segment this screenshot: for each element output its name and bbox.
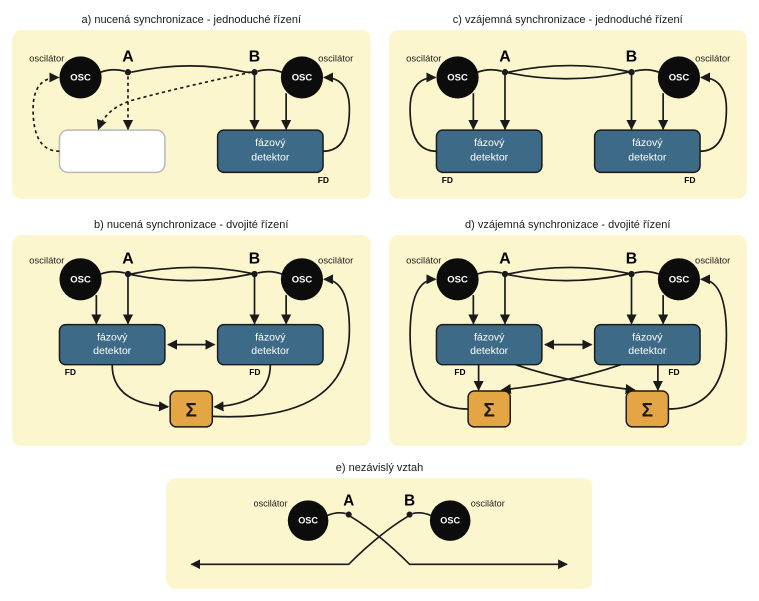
- panel-a-bg: [12, 30, 370, 199]
- b-osc-a-lab: oscilátor: [29, 255, 64, 266]
- c-det-right-l1: fázový: [632, 137, 663, 149]
- panel-d-body: OSC oscilátor A OSC oscilátor B fázový d…: [389, 235, 748, 446]
- node-a-label: A: [122, 49, 133, 66]
- osc-a-label: oscilátor: [29, 54, 64, 65]
- b-fd-left: FD: [65, 367, 76, 377]
- d-det-right-l2: detektor: [628, 345, 667, 357]
- e-node-a: A: [344, 492, 355, 509]
- detector-a-l1: fázový: [255, 137, 286, 149]
- c-osc-a-lab: oscilátor: [406, 54, 441, 65]
- c-osc-b-lab: oscilátor: [695, 54, 730, 65]
- c-fd-right: FD: [684, 175, 695, 185]
- c-det-left-l2: detektor: [470, 152, 509, 164]
- c-node-b: B: [625, 49, 636, 66]
- b-osc-a-text: OSC: [70, 274, 91, 285]
- panel-b: b) nucená synchronizace - dvojité řízení…: [12, 217, 371, 446]
- panel-d: d) vzájemná synchronizace - dvojité říze…: [389, 217, 748, 446]
- panel-e-body: OSC oscilátor A OSC oscilátor B: [166, 478, 592, 590]
- d-osc-a-text: OSC: [447, 274, 468, 285]
- panel-a-svg: OSC oscilátor A OSC oscilátor B fázový d…: [12, 30, 371, 199]
- e-node-b: B: [404, 492, 415, 509]
- panel-b-body: OSC oscilátor A OSC oscilátor B fázový d…: [12, 235, 371, 446]
- panel-c: c) vzájemná synchronizace - jednoduché ř…: [389, 12, 748, 199]
- d-det-left-l2: detektor: [470, 345, 509, 357]
- panel-e: e) nezávislý vztah OSC oscilátor A OSC o…: [166, 460, 592, 590]
- e-osc-b-lab: oscilátor: [471, 498, 505, 508]
- c-det-left-l1: fázový: [473, 137, 504, 149]
- panel-b-title: b) nucená synchronizace - dvojité řízení: [12, 219, 371, 231]
- panel-d-title: d) vzájemná synchronizace - dvojité říze…: [389, 219, 748, 231]
- d-node-b: B: [625, 250, 636, 267]
- e-osc-a-lab: oscilátor: [254, 498, 288, 508]
- panel-e-bg: [166, 478, 592, 590]
- b-det-left-l2: detektor: [93, 345, 132, 357]
- detector-a-l2: detektor: [251, 152, 290, 164]
- e-osc-b-text: OSC: [441, 515, 461, 525]
- panel-e-title: e) nezávislý vztah: [166, 462, 592, 474]
- b-det-right-l2: detektor: [251, 345, 290, 357]
- osc-b-text: OSC: [292, 73, 313, 84]
- panel-a-title: a) nucená synchronizace - jednoduché říz…: [12, 14, 371, 26]
- osc-a-text: OSC: [70, 73, 91, 84]
- panel-c-bg: [389, 30, 747, 199]
- panel-c-body: OSC oscilátor A OSC oscilátor B fázový d…: [389, 30, 748, 199]
- white-box: [59, 130, 164, 172]
- b-sigma-text: Σ: [186, 400, 197, 421]
- c-osc-a-text: OSC: [447, 73, 468, 84]
- d-osc-b-lab: oscilátor: [695, 255, 730, 266]
- b-det-right-l1: fázový: [255, 331, 286, 343]
- e-osc-a-text: OSC: [299, 515, 319, 525]
- b-osc-b-text: OSC: [292, 274, 313, 285]
- d-fd-left: FD: [454, 367, 465, 377]
- d-osc-b-text: OSC: [668, 274, 689, 285]
- b-osc-b-lab: oscilátor: [318, 255, 353, 266]
- c-osc-b-text: OSC: [668, 73, 689, 84]
- c-node-a: A: [499, 49, 510, 66]
- d-det-right-l1: fázový: [632, 331, 663, 343]
- osc-b-label: oscilátor: [318, 54, 353, 65]
- panel-c-title: c) vzájemná synchronizace - jednoduché ř…: [389, 14, 748, 26]
- b-node-b: B: [249, 250, 260, 267]
- d-osc-a-lab: oscilátor: [406, 255, 441, 266]
- d-fd-right: FD: [668, 367, 679, 377]
- d-sigma-left-text: Σ: [483, 400, 494, 421]
- panel-c-svg: OSC oscilátor A OSC oscilátor B fázový d…: [389, 30, 748, 199]
- d-det-left-l1: fázový: [473, 331, 504, 343]
- c-det-right-l2: detektor: [628, 152, 667, 164]
- node-a-dot: [125, 69, 131, 75]
- panel-b-svg: OSC oscilátor A OSC oscilátor B fázový d…: [12, 235, 371, 446]
- panel-d-svg: OSC oscilátor A OSC oscilátor B fázový d…: [389, 235, 748, 446]
- panel-a-body: OSC oscilátor A OSC oscilátor B fázový d…: [12, 30, 371, 199]
- fd-label-a: FD: [318, 175, 329, 185]
- c-fd-left: FD: [441, 175, 452, 185]
- node-b-label: B: [249, 49, 260, 66]
- b-fd-right: FD: [249, 367, 260, 377]
- b-node-a: A: [122, 250, 133, 267]
- d-node-a: A: [499, 250, 510, 267]
- b-det-left-l1: fázový: [97, 331, 128, 343]
- d-sigma-right-text: Σ: [641, 400, 652, 421]
- panel-a: a) nucená synchronizace - jednoduché říz…: [12, 12, 371, 199]
- panel-e-svg: OSC oscilátor A OSC oscilátor B: [166, 478, 592, 590]
